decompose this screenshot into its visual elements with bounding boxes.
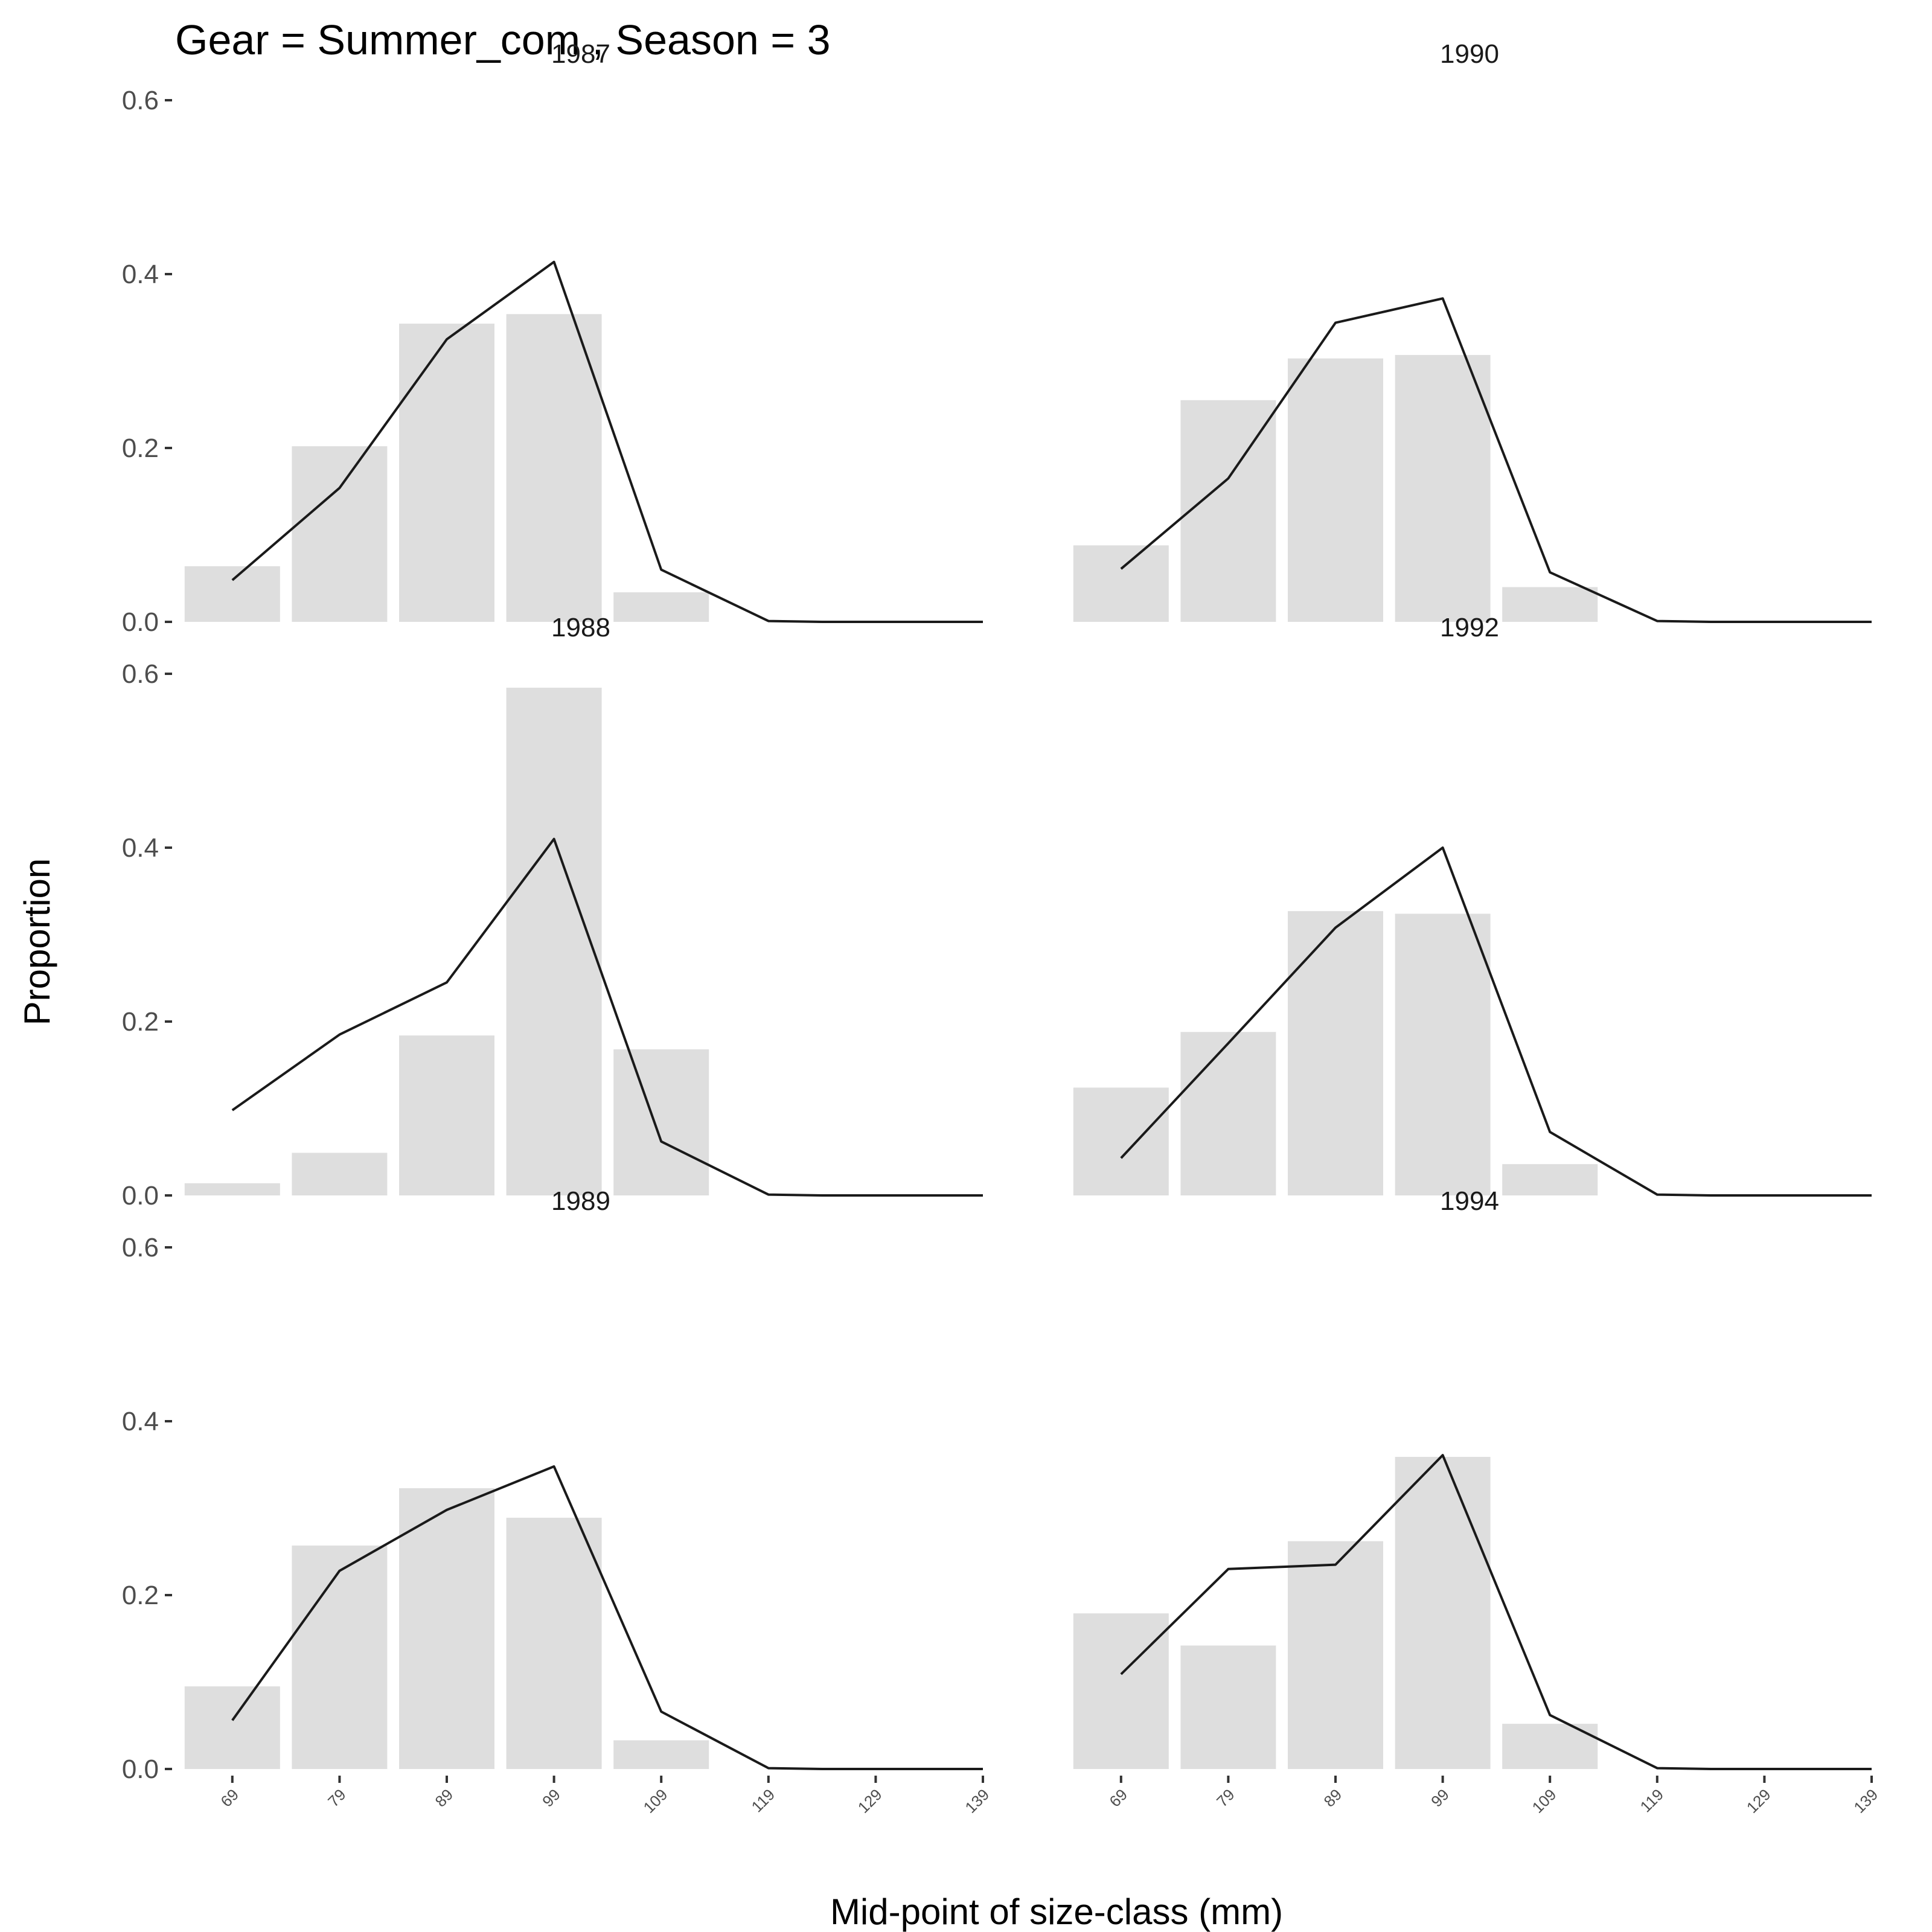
panel-strip-label: 1988 bbox=[551, 613, 610, 642]
x-tick-label: 89 bbox=[1320, 1785, 1346, 1811]
bar bbox=[1395, 913, 1491, 1195]
y-axis: 0.0 0.2 0.4 0.6 bbox=[122, 659, 172, 1211]
y-tick-label: 0.2 bbox=[122, 1007, 159, 1037]
panel-1994: 1994 69 79 89 99 109 119 129 139 bbox=[1073, 1186, 1881, 1817]
x-tick-label: 139 bbox=[961, 1785, 993, 1817]
x-tick-label: 129 bbox=[1743, 1785, 1774, 1817]
fitted-line bbox=[1120, 846, 1872, 1197]
x-tick-label: 129 bbox=[854, 1785, 886, 1817]
fitted-line bbox=[231, 1465, 983, 1770]
bar-group bbox=[1073, 911, 1598, 1195]
x-tick-label: 99 bbox=[539, 1785, 564, 1811]
bar-group bbox=[1073, 1457, 1598, 1769]
y-axis-title: Proportion bbox=[17, 859, 57, 1026]
bar bbox=[506, 314, 602, 622]
panel-1990: 1990 bbox=[1073, 39, 1872, 623]
bar bbox=[1502, 587, 1598, 622]
bar bbox=[292, 1545, 388, 1769]
bar-group bbox=[1073, 354, 1598, 622]
panel-strip-label: 1992 bbox=[1440, 613, 1499, 642]
bar bbox=[1073, 1613, 1169, 1769]
bar bbox=[613, 1740, 709, 1769]
bar bbox=[1395, 1457, 1491, 1769]
bar bbox=[1180, 1032, 1276, 1195]
bar bbox=[399, 1488, 494, 1769]
y-tick-label: 0.6 bbox=[122, 659, 159, 689]
x-tick-label: 79 bbox=[324, 1785, 350, 1811]
bar-group bbox=[184, 314, 709, 622]
bar bbox=[399, 324, 494, 622]
panel-strip-label: 1990 bbox=[1440, 39, 1499, 69]
bar-group bbox=[184, 688, 709, 1195]
chart-title: Gear = Summer_com , Season = 3 bbox=[175, 16, 831, 63]
y-tick-label: 0.6 bbox=[122, 86, 159, 115]
x-tick-label: 69 bbox=[217, 1785, 242, 1811]
bar bbox=[1288, 1541, 1383, 1769]
bar bbox=[399, 1035, 494, 1195]
bar bbox=[613, 1049, 709, 1195]
y-tick-label: 0.4 bbox=[122, 260, 159, 289]
panel-strip-label: 1989 bbox=[551, 1186, 610, 1216]
y-axis: 0.0 0.2 0.4 0.6 bbox=[122, 86, 172, 637]
bar bbox=[1502, 1164, 1598, 1195]
x-tick-label: 99 bbox=[1427, 1785, 1453, 1811]
x-axis: 69 79 89 99 109 119 129 139 bbox=[1105, 1776, 1881, 1817]
panel-1992: 1992 bbox=[1073, 613, 1872, 1197]
y-tick-label: 0.4 bbox=[122, 833, 159, 863]
x-axis: 69 79 89 99 109 119 129 139 bbox=[217, 1776, 993, 1817]
facet-panels: 1987 0.0 0.2 0.4 0.6 1990 1988 0.0 0.2 0.4 0.6 1992… bbox=[122, 39, 1881, 1817]
x-tick-label: 79 bbox=[1213, 1785, 1238, 1811]
x-tick-label: 69 bbox=[1105, 1785, 1131, 1811]
y-tick-label: 0.6 bbox=[122, 1233, 159, 1262]
y-tick-label: 0.0 bbox=[122, 607, 159, 637]
x-tick-label: 109 bbox=[1529, 1785, 1560, 1817]
fitted-line bbox=[1120, 297, 1872, 623]
panel-1987: 1987 0.0 0.2 0.4 0.6 bbox=[122, 39, 983, 637]
bar bbox=[1180, 1645, 1276, 1769]
fitted-line bbox=[1120, 1454, 1872, 1770]
panel-1989: 1989 0.0 0.2 0.4 0.6 69 79 89 99 109 119 129 139 bbox=[122, 1186, 993, 1817]
y-tick-label: 0.4 bbox=[122, 1407, 159, 1436]
bar bbox=[506, 1517, 602, 1769]
bar bbox=[1288, 358, 1383, 622]
panel-strip-label: 1994 bbox=[1440, 1186, 1499, 1216]
fitted-line bbox=[231, 837, 983, 1197]
panel-strip-label: 1987 bbox=[551, 39, 610, 69]
bar bbox=[184, 566, 280, 622]
y-tick-label: 0.0 bbox=[122, 1754, 159, 1784]
y-tick-label: 0.2 bbox=[122, 433, 159, 463]
bar-group bbox=[184, 1488, 709, 1769]
x-tick-label: 119 bbox=[748, 1785, 779, 1816]
x-tick-label: 89 bbox=[432, 1785, 457, 1811]
bar bbox=[292, 446, 388, 622]
x-tick-label: 139 bbox=[1850, 1785, 1881, 1817]
y-axis: 0.0 0.2 0.4 0.6 bbox=[122, 1233, 172, 1784]
bar bbox=[1288, 911, 1383, 1195]
bar bbox=[1180, 400, 1276, 622]
panel-1988: 1988 0.0 0.2 0.4 0.6 bbox=[122, 613, 983, 1211]
x-tick-label: 119 bbox=[1637, 1785, 1668, 1816]
bar bbox=[1395, 354, 1491, 622]
bar bbox=[292, 1153, 388, 1195]
bar bbox=[613, 592, 709, 622]
bar bbox=[506, 688, 602, 1195]
bar bbox=[1073, 545, 1169, 622]
bar bbox=[1073, 1087, 1169, 1195]
y-tick-label: 0.2 bbox=[122, 1581, 159, 1610]
fitted-line bbox=[231, 260, 983, 623]
bar bbox=[184, 1686, 280, 1769]
x-tick-label: 109 bbox=[640, 1785, 671, 1817]
y-tick-label: 0.0 bbox=[122, 1181, 159, 1211]
x-axis-title: Mid-point of size-class (mm) bbox=[830, 1892, 1283, 1932]
bar bbox=[184, 1183, 280, 1195]
